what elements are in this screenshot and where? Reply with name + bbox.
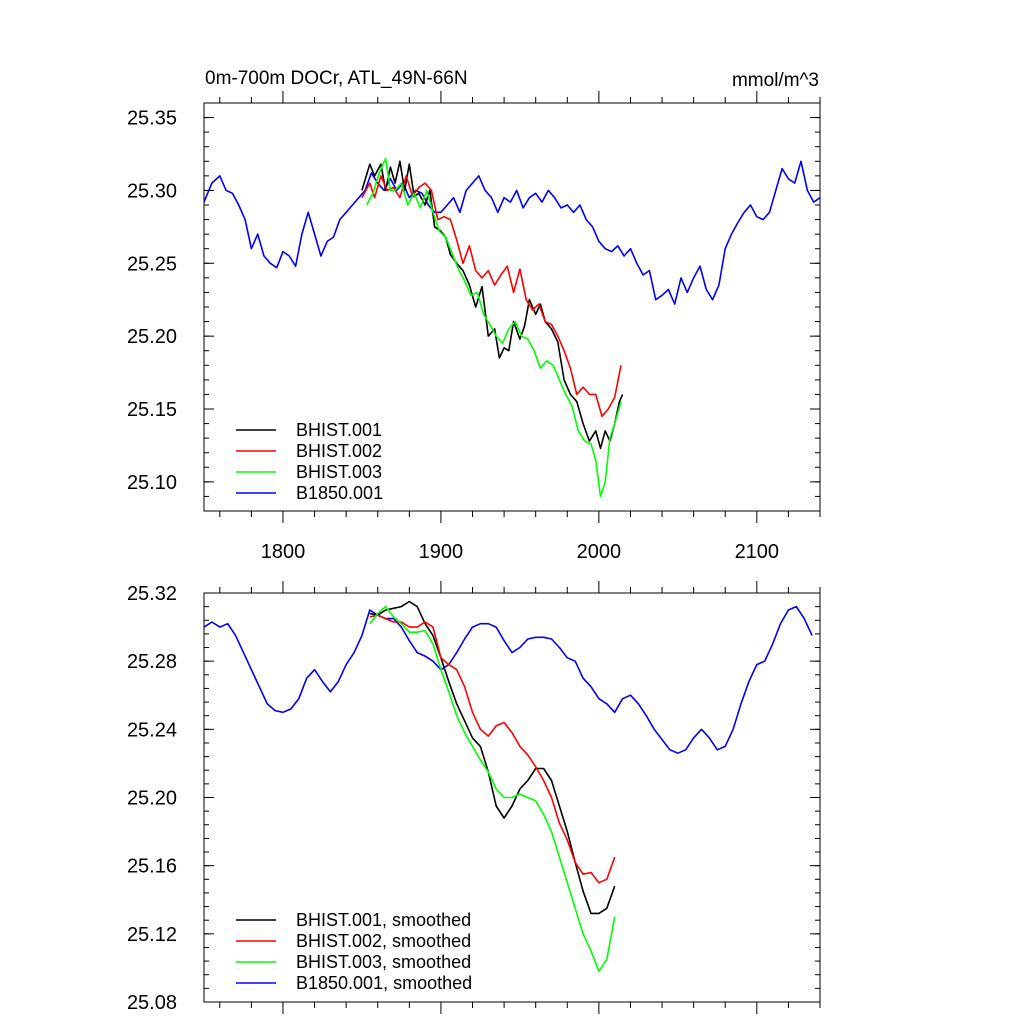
legend-label: BHIST.003, smoothed: [296, 952, 471, 972]
y-tick-label: 25.32: [127, 583, 177, 605]
top-panel-title: 0m-700m DOCr, ATL_49N-66N: [205, 68, 468, 89]
x-tick-label: 2000: [577, 541, 622, 563]
series-line: [203, 605, 813, 755]
y-tick-label: 25.15: [127, 399, 177, 421]
x-tick-label: 1800: [261, 541, 306, 563]
series-line: [361, 160, 624, 450]
x-tick-label: 2100: [735, 541, 780, 563]
legend-label: BHIST.002, smoothed: [296, 931, 471, 951]
series-line: [365, 157, 622, 498]
y-tick-label: 25.08: [127, 992, 177, 1014]
series-line: [369, 614, 616, 884]
y-tick-label: 25.16: [127, 856, 177, 878]
x-tick-label: 1900: [419, 541, 464, 563]
top-panel: 0m-700m DOCr, ATL_49N-66N mmol/m^3 25.10…: [127, 68, 821, 563]
legend-label: B1850.001, smoothed: [296, 973, 472, 993]
y-tick-label: 25.20: [127, 788, 177, 810]
top-panel-units: mmol/m^3: [732, 70, 819, 91]
legend-label: BHIST.003: [296, 462, 382, 482]
series-line: [361, 175, 622, 418]
bottom-panel: 25.08 25.12 25.16 25.20 25.24 25.28 25.32 BHIST…: [127, 581, 821, 1014]
y-tick-label: 25.30: [127, 180, 177, 202]
y-tick-label: 25.10: [127, 472, 177, 494]
legend-label: BHIST.001: [296, 420, 382, 440]
legend-label: BHIST.001, smoothed: [296, 910, 471, 930]
y-tick-label: 25.24: [127, 719, 177, 741]
legend-label: B1850.001: [296, 483, 383, 503]
y-tick-label: 25.28: [127, 651, 177, 673]
y-tick-label: 25.20: [127, 326, 177, 348]
series-line: [369, 605, 616, 973]
legend-label: BHIST.002: [296, 441, 382, 461]
y-tick-label: 25.12: [127, 924, 177, 946]
y-tick-label: 25.25: [127, 253, 177, 275]
series-line: [203, 160, 821, 305]
y-tick-label: 25.35: [127, 108, 177, 130]
